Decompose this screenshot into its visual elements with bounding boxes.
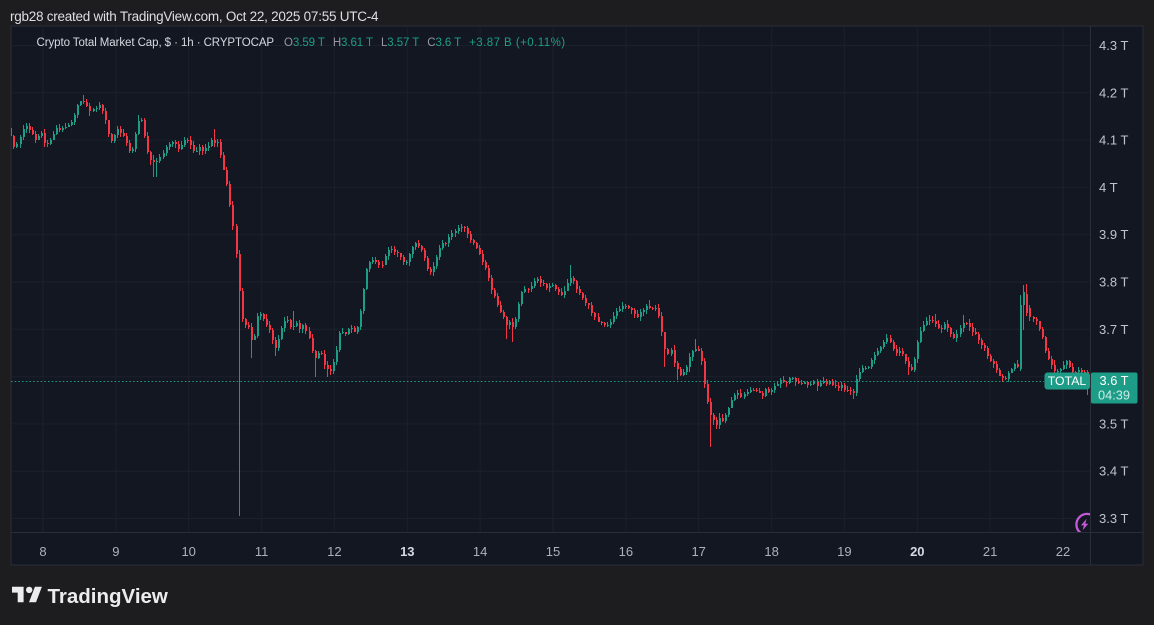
svg-text:22: 22	[1056, 544, 1070, 559]
svg-text:18: 18	[764, 544, 778, 559]
svg-text:3.9 T: 3.9 T	[1099, 227, 1128, 242]
svg-text:12: 12	[327, 544, 341, 559]
svg-text:4.3 T: 4.3 T	[1099, 38, 1128, 53]
svg-text:3.3 T: 3.3 T	[1099, 511, 1128, 526]
svg-text:4.1 T: 4.1 T	[1099, 133, 1128, 148]
svg-text:3.8 T: 3.8 T	[1099, 275, 1128, 290]
svg-text:20: 20	[910, 544, 924, 559]
svg-text:13: 13	[400, 544, 414, 559]
svg-text:3.6 T: 3.6 T	[1100, 373, 1129, 388]
svg-text:TradingView: TradingView	[48, 585, 168, 608]
svg-text:04:39: 04:39	[1098, 388, 1130, 403]
svg-text:rgb28 created with TradingView: rgb28 created with TradingView.com, Oct …	[10, 9, 379, 24]
svg-text:Crypto Total Market Cap, $ · 1: Crypto Total Market Cap, $ · 1h · CRYPTO…	[37, 37, 566, 49]
svg-text:14: 14	[473, 544, 487, 559]
svg-text:3.7 T: 3.7 T	[1099, 322, 1128, 337]
svg-text:TOTAL: TOTAL	[1048, 374, 1087, 388]
svg-text:21: 21	[983, 544, 997, 559]
svg-text:3.4 T: 3.4 T	[1099, 464, 1128, 479]
svg-text:3.5 T: 3.5 T	[1099, 416, 1128, 431]
svg-text:4 T: 4 T	[1099, 180, 1118, 195]
svg-text:11: 11	[255, 544, 269, 559]
svg-text:15: 15	[546, 544, 560, 559]
svg-text:8: 8	[39, 544, 46, 559]
svg-text:16: 16	[619, 544, 633, 559]
svg-text:4.2 T: 4.2 T	[1099, 85, 1128, 100]
svg-text:10: 10	[181, 544, 195, 559]
svg-text:19: 19	[837, 544, 851, 559]
svg-text:17: 17	[691, 544, 705, 559]
svg-text:9: 9	[112, 544, 119, 559]
